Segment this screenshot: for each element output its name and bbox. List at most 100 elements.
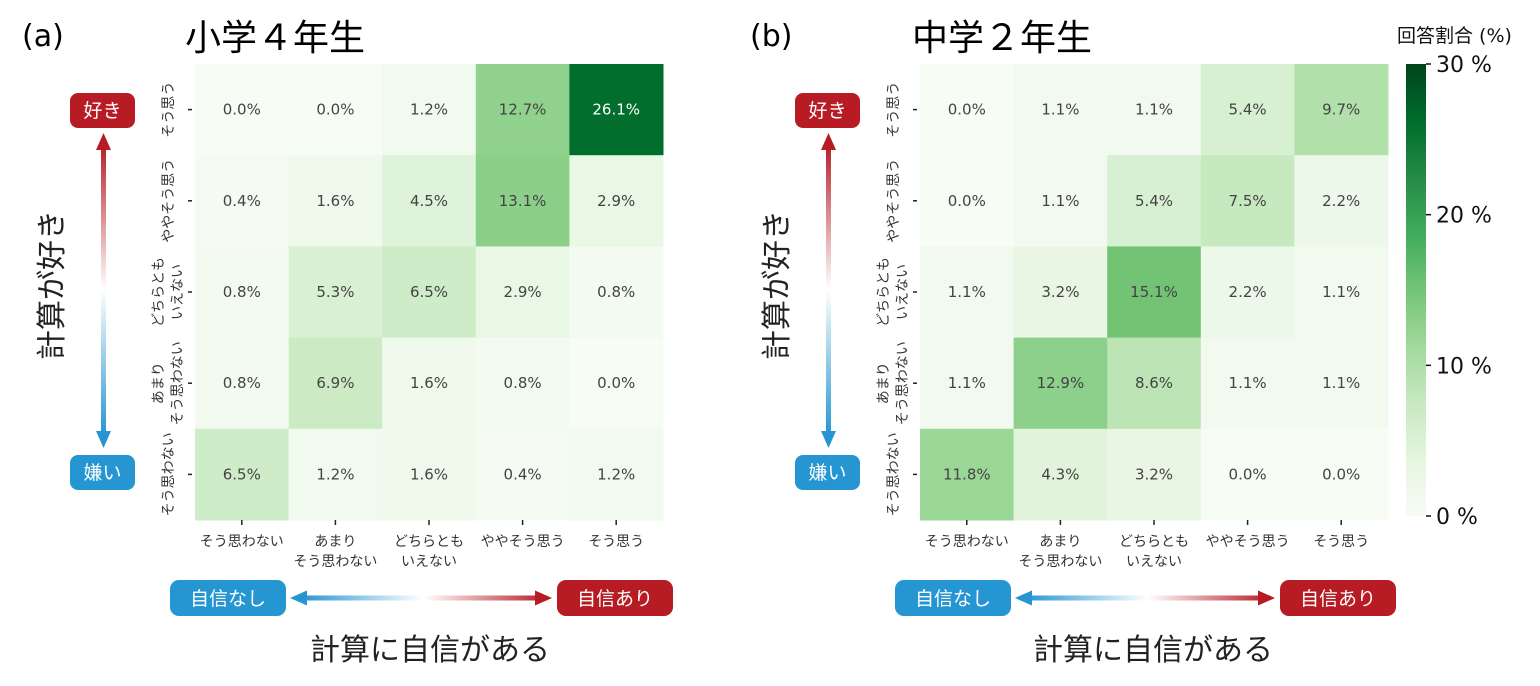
x-tick-label-line: いえない xyxy=(1126,554,1182,570)
colorbar: 回答割合 (%) 0 % 10 % 20 % 30 % xyxy=(1397,25,1512,530)
cell-value-label: 0.8% xyxy=(504,374,542,392)
heatmap-cell xyxy=(1294,428,1389,521)
x-tick-label: そう思う xyxy=(588,534,644,550)
heatmap-cell xyxy=(569,246,664,339)
x-tick-label-line: あまり xyxy=(314,534,356,550)
x-tick-label: ややそう思う xyxy=(1206,534,1290,550)
cell-value-label: 4.3% xyxy=(1041,465,1079,483)
y-tick-label-line: ややそう思う xyxy=(161,159,177,243)
horizontal-gradient-arrow-shaft xyxy=(300,595,547,601)
x-tick-label: そう思わない xyxy=(925,534,1009,550)
x-tick-label: そう思わない xyxy=(200,534,284,550)
cell-value-label: 3.2% xyxy=(1041,283,1079,301)
cell-value-label: 1.1% xyxy=(1322,283,1360,301)
badge-like-label: 好き xyxy=(83,100,121,122)
y-tick-label-line: ややそう思う xyxy=(886,159,902,243)
panel-label: (b) xyxy=(750,19,792,54)
cell-value-label: 7.5% xyxy=(1229,192,1267,210)
cell-value-label: 0.0% xyxy=(316,101,354,119)
x-tick-label: あまりそう思わない xyxy=(1018,534,1102,570)
heatmap-cell xyxy=(1107,337,1202,430)
x-tick-label-line: そう思わない xyxy=(925,534,1009,550)
x-axis-title: 計算に自信がある xyxy=(1033,633,1273,668)
cell-value-label: 0.0% xyxy=(1322,465,1360,483)
colorbar-title: 回答割合 (%) xyxy=(1397,25,1512,47)
x-tick-label: そう思う xyxy=(1313,534,1369,550)
heatmap-cell xyxy=(288,246,383,339)
cell-value-label: 2.9% xyxy=(504,283,542,301)
cell-value-label: 1.6% xyxy=(410,465,448,483)
arrow-right-icon xyxy=(1258,590,1275,606)
badge-confidence-label: 自信あり xyxy=(1300,588,1376,610)
x-tick-label: どちらともいえない xyxy=(394,534,464,570)
vertical-gradient-arrow-shaft xyxy=(826,143,831,436)
arrow-left-icon xyxy=(1015,590,1032,606)
cell-value-label: 6.5% xyxy=(410,283,448,301)
y-tick-label: ややそう思う xyxy=(161,159,177,243)
heatmap-cell xyxy=(1200,337,1295,430)
heatmap-cell xyxy=(195,246,290,339)
badge-dislike xyxy=(795,455,860,490)
heatmap-cell xyxy=(1200,246,1295,339)
heatmap-cell xyxy=(920,428,1015,521)
horizontal-gradient-arrow-shaft xyxy=(1025,595,1270,601)
y-tick-label-line: どちらとも xyxy=(151,257,167,327)
heatmap-cell xyxy=(1294,64,1389,156)
heatmap-cell xyxy=(920,64,1015,156)
arrow-down-icon xyxy=(96,431,111,448)
heatmap-cell xyxy=(382,428,477,521)
heatmap-cell xyxy=(475,246,570,339)
badge-no-confidence xyxy=(895,580,1011,616)
y-tick-label: あまり そう思わない xyxy=(876,341,911,425)
cell-value-label: 13.1% xyxy=(499,192,547,210)
x-tick-label-line: そう思う xyxy=(1313,534,1369,550)
heatmap-cell xyxy=(195,64,290,156)
cell-value-label: 0.8% xyxy=(223,283,261,301)
x-tick-label-line: そう思わない xyxy=(293,554,377,570)
heatmap-cell xyxy=(1013,64,1108,156)
cell-value-label: 0.0% xyxy=(597,374,635,392)
heatmap-cell xyxy=(195,337,290,430)
heatmap-cell xyxy=(1294,155,1389,247)
heatmap-cell xyxy=(1013,246,1108,339)
cell-value-label: 1.6% xyxy=(316,192,354,210)
heatmap-cell xyxy=(569,64,664,156)
x-tick-label-line: いえない xyxy=(401,554,457,570)
x-tick-label-line: そう思わない xyxy=(1018,554,1102,570)
heatmap-cell xyxy=(920,337,1015,430)
x-tick-label-line: ややそう思う xyxy=(481,534,565,550)
cell-value-label: 0.0% xyxy=(223,101,261,119)
badge-confidence xyxy=(1280,580,1396,616)
y-tick-label: そう思わない xyxy=(886,432,902,516)
x-tick-label-line: どちらとも xyxy=(1119,534,1189,550)
y-tick-label-line: そう思わない xyxy=(170,341,186,425)
cell-value-label: 6.5% xyxy=(223,465,261,483)
cell-value-label: 5.4% xyxy=(1229,101,1267,119)
heatmap-cell xyxy=(475,337,570,430)
badge-no-confidence-label: 自信なし xyxy=(190,588,266,610)
heatmap-cell xyxy=(288,428,383,521)
heatmap-cell xyxy=(569,337,664,430)
heatmap-cell xyxy=(288,337,383,430)
heatmap-cell xyxy=(569,155,664,247)
heatmap-cell xyxy=(382,64,477,156)
cell-value-label: 1.6% xyxy=(410,374,448,392)
badge-like xyxy=(70,93,135,128)
cell-value-label: 2.2% xyxy=(1229,283,1267,301)
cell-value-label: 5.3% xyxy=(316,283,354,301)
y-tick-label: あまり そう思わない xyxy=(151,341,186,425)
chart-title: 小学４年生 xyxy=(185,18,365,59)
y-tick-label: どちらとも いえない xyxy=(876,257,911,327)
y-tick-label: そう思わない xyxy=(161,432,177,516)
arrow-down-icon xyxy=(821,431,836,448)
panel-label: (a) xyxy=(22,19,64,54)
cell-value-label: 0.0% xyxy=(948,192,986,210)
cell-value-label: 1.1% xyxy=(1135,101,1173,119)
y-tick-label: そう思う xyxy=(161,82,177,138)
cell-value-label: 0.4% xyxy=(223,192,261,210)
heatmap-cell xyxy=(475,155,570,247)
panel-a: (a) 小学４年生 0.0% 0.0% 1.2% 12.7% 26.1% 0.4% 1.6% 4.… xyxy=(22,18,673,668)
heatmap-cell xyxy=(920,246,1015,339)
colorbar-gradient xyxy=(1406,64,1426,516)
